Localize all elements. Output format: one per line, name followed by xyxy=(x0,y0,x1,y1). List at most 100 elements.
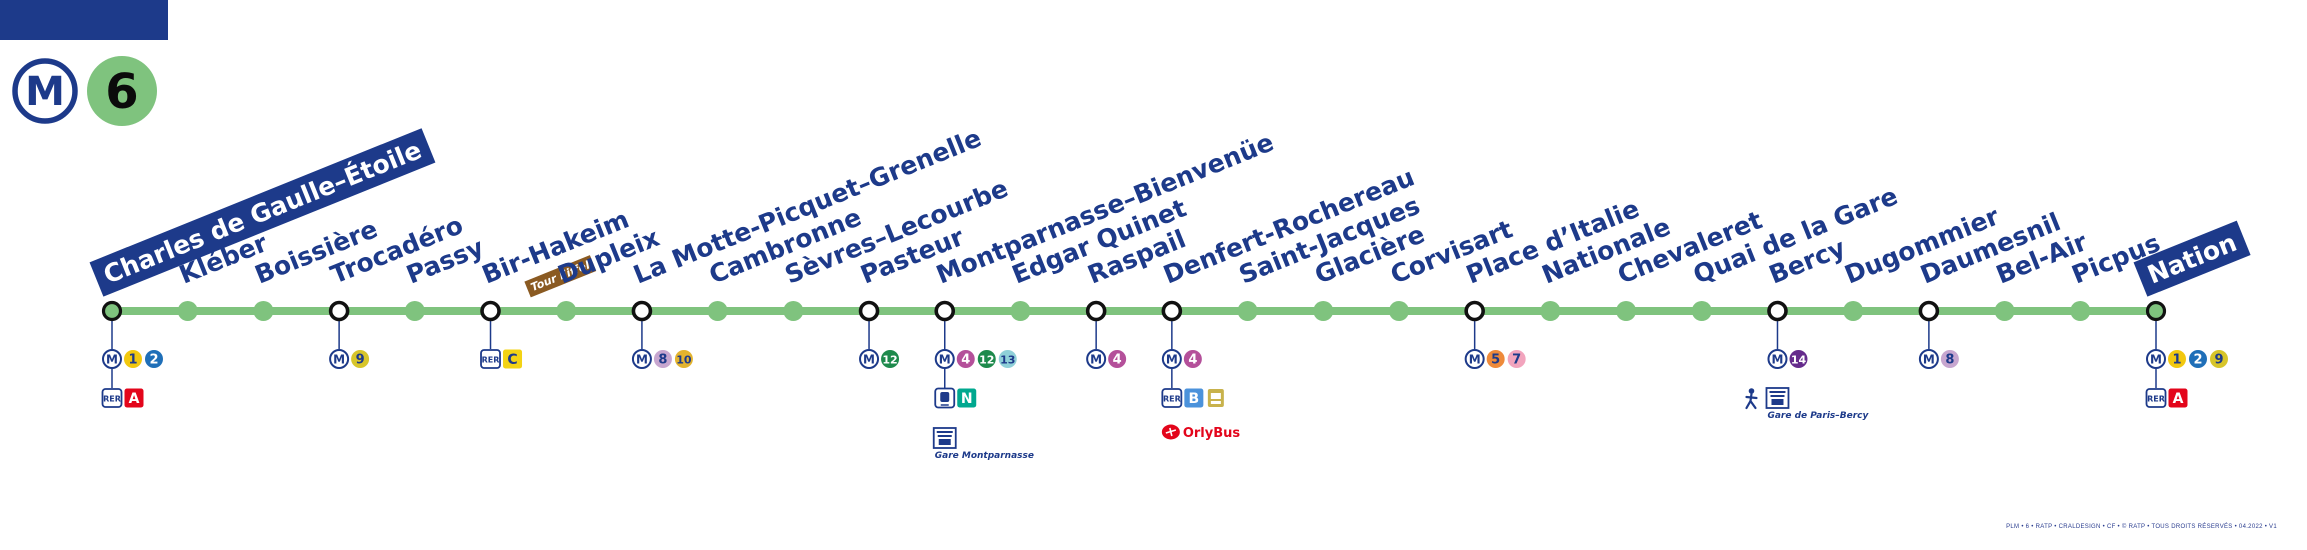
metro-icon xyxy=(2146,349,2166,369)
metro-line-8-badge xyxy=(1940,350,1959,368)
terminus-name-plate xyxy=(89,128,436,297)
interchange-station-dot xyxy=(1085,300,1107,322)
interchange-station-dot xyxy=(934,300,956,322)
correspondence-row: RER A xyxy=(101,388,144,408)
metro-line-12-badge xyxy=(881,350,900,368)
metro-icon xyxy=(1161,349,1182,369)
railway-station-label: Gare de Paris–Bercy xyxy=(1767,411,1869,421)
metro-line-number: 13 xyxy=(1000,354,1015,367)
metro-logo-icon xyxy=(12,58,78,124)
station-dot xyxy=(707,301,728,321)
interchange-station-dot xyxy=(328,300,350,322)
metro-icon xyxy=(934,349,955,369)
rer-icon xyxy=(480,349,501,369)
rer-icon-label: RER xyxy=(103,395,121,404)
metro-icon-letter: M xyxy=(636,353,648,367)
rer-line-a-badge xyxy=(124,388,144,408)
pedestrian-icon-body xyxy=(1745,392,1758,410)
correspondence-row: M 14 xyxy=(1767,349,1808,369)
metro-line-number: 8 xyxy=(658,353,667,368)
bus-icon-bumper xyxy=(1210,401,1221,404)
station-dot xyxy=(177,301,198,321)
metro-line-10-badge xyxy=(674,350,693,368)
metro-icon-letter: M xyxy=(1772,353,1784,367)
metro-icon-letter: M xyxy=(106,353,118,367)
rer-icon xyxy=(1161,388,1183,408)
correspondence-row: RER C xyxy=(480,349,523,369)
metro-icon-letter: M xyxy=(1166,353,1178,367)
metro-icon-letter: M xyxy=(1469,353,1481,367)
rer-icon-label: RER xyxy=(2147,395,2165,404)
metro-icon xyxy=(102,349,122,369)
station-name: Nation xyxy=(2143,228,2240,290)
station-dot xyxy=(1691,301,1712,321)
correspondence-row: M 4 12 13 xyxy=(934,349,1017,369)
metro-icon xyxy=(1464,349,1485,369)
metro-line-number: 9 xyxy=(356,353,365,368)
transilien-line-n-badge xyxy=(957,388,977,408)
pedestrian-icon xyxy=(1748,388,1755,394)
metro-line-7-badge xyxy=(1507,350,1526,368)
metro-line-number: 2 xyxy=(149,353,158,368)
station-dot xyxy=(556,301,577,321)
interchange-station-dot xyxy=(1161,300,1183,322)
station-dot xyxy=(1313,301,1334,321)
rer-line-b-badge-letter: B xyxy=(1189,391,1200,407)
line-number-badge xyxy=(87,56,157,126)
terminus-station-dot xyxy=(2145,300,2167,322)
metro-line-1-badge xyxy=(124,350,142,368)
orlybus: OrlyBus xyxy=(1161,424,1240,441)
interchange-station-dot xyxy=(1464,300,1485,322)
interchange-station-dot xyxy=(858,300,880,322)
metro-line-9-badge xyxy=(2210,350,2228,368)
header-brand-bar xyxy=(0,0,168,40)
metro-logo-letter: M xyxy=(25,69,65,115)
metro-line-2-badge xyxy=(2189,350,2207,368)
metro-line-4-badge xyxy=(956,350,975,368)
line-track xyxy=(110,307,2158,315)
train-icon-body xyxy=(940,392,950,402)
railway-station-label: Gare Montparnasse xyxy=(935,451,1034,461)
rer-line-b-badge xyxy=(1184,388,1204,408)
metro-icon xyxy=(631,349,652,369)
metro-line-number: 4 xyxy=(961,353,970,368)
metro-line-13-badge xyxy=(998,350,1017,368)
metro-icon xyxy=(859,349,880,369)
metro-line-number: 7 xyxy=(1512,353,1521,368)
rer-line-a-badge-letter: A xyxy=(2173,391,2184,407)
metro-line-14-badge xyxy=(1789,350,1808,368)
metro-icon xyxy=(329,349,350,369)
correspondence-row: M 8 10 xyxy=(631,349,693,369)
metro-line-5-badge xyxy=(1486,350,1505,368)
metro-line-number: 5 xyxy=(1491,353,1500,368)
station-dot xyxy=(1540,301,1561,321)
metro-icon-letter: M xyxy=(939,353,951,367)
metro-line-number: 8 xyxy=(1945,353,1954,368)
station-dot xyxy=(1616,301,1637,321)
station-dot xyxy=(783,301,804,321)
metro-icon xyxy=(1086,349,1107,369)
plane-icon-glyph xyxy=(1165,427,1177,437)
station-dot xyxy=(1237,301,1258,321)
railway-station-icon-roof xyxy=(936,431,953,437)
rer-line-c-badge xyxy=(503,349,523,369)
metro-icon-letter: M xyxy=(1923,353,1935,367)
line-logo: M 6 xyxy=(12,56,157,126)
rer-icon xyxy=(101,388,123,408)
railway-station-icon-roof xyxy=(1769,391,1786,397)
rer-icon xyxy=(2145,388,2167,408)
station-dot xyxy=(253,301,274,321)
station-dot xyxy=(1010,301,1031,321)
metro-line-12-badge xyxy=(977,350,996,368)
rer-icon-label: RER xyxy=(1163,395,1181,404)
station-dot xyxy=(2070,301,2091,321)
